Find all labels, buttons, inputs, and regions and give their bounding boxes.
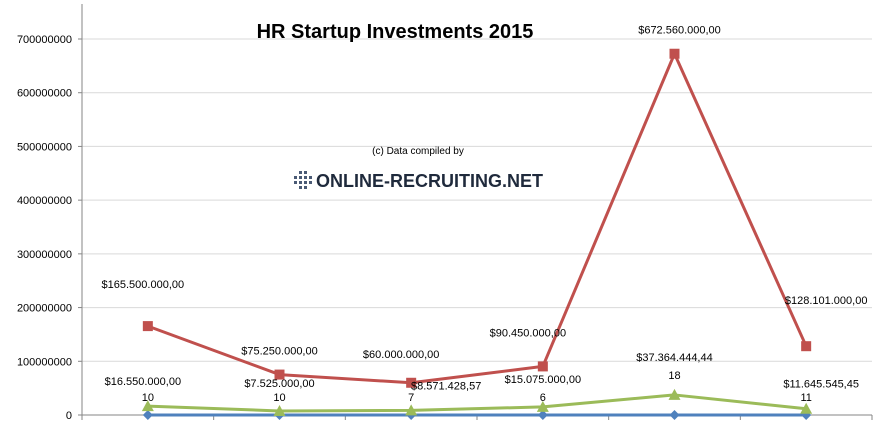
count-data-label: 7 <box>408 392 414 404</box>
count-data-label: 10 <box>273 392 285 404</box>
gridlines <box>82 38 872 362</box>
total-series <box>142 48 812 388</box>
average-data-label: $16.550.000,00 <box>105 376 181 388</box>
logo-dot <box>294 181 297 184</box>
data-point <box>800 402 813 414</box>
y-tick-label: 200000000 <box>17 303 72 315</box>
total-data-label: $75.250.000,00 <box>241 346 317 358</box>
count-data-label: 18 <box>668 370 680 382</box>
logo-dot <box>304 186 307 189</box>
average-data-label: $8.571.428,57 <box>411 380 481 392</box>
data-point <box>668 388 681 400</box>
average-series <box>141 388 813 416</box>
total-data-label: $60.000.000,00 <box>363 349 439 361</box>
data-point <box>142 321 153 332</box>
count-data-label: 11 <box>800 392 811 404</box>
logo-text: ONLINE-RECRUITING.NET <box>316 171 543 191</box>
count-data-label: 10 <box>142 392 154 404</box>
y-tick-label: 600000000 <box>17 88 72 100</box>
logo-dot <box>304 176 307 179</box>
total-series-line <box>147 52 808 385</box>
logo-dot-grid-icon <box>294 171 312 189</box>
data-point <box>536 400 549 412</box>
logo-dot <box>294 176 297 179</box>
count-data-label: 6 <box>540 392 546 404</box>
logo-dot <box>299 186 302 189</box>
data-point <box>669 48 680 59</box>
logo-dot <box>309 181 312 184</box>
y-tick-label: 300000000 <box>17 249 72 261</box>
data-point <box>406 377 417 388</box>
average-data-label: $37.364.444,44 <box>636 352 712 364</box>
data-point <box>801 341 812 352</box>
logo-dot <box>299 171 302 174</box>
data-point <box>142 410 153 420</box>
logo-dot <box>299 176 302 179</box>
logo-dot <box>304 181 307 184</box>
data-point <box>537 410 548 420</box>
average-data-label: $15.075.000,00 <box>505 374 581 386</box>
average-data-label: $11.645.545,45 <box>783 379 859 391</box>
y-tick-label: 100000000 <box>17 356 72 368</box>
credit-text: (c) Data compiled by <box>372 146 464 157</box>
data-point <box>405 404 418 416</box>
data-point <box>537 361 548 372</box>
average-series-line <box>147 393 807 413</box>
total-data-label: $128.101.000,00 <box>785 295 868 307</box>
average-data-label: $7.525.000,00 <box>244 378 314 390</box>
data-point <box>669 410 680 420</box>
y-tick-label: 0 <box>66 410 72 421</box>
total-data-label: $672.560.000,00 <box>638 25 721 37</box>
chart-title: HR Startup Investments 2015 <box>257 21 534 43</box>
logo-dot <box>304 171 307 174</box>
y-tick-label: 500000000 <box>17 141 72 153</box>
logo-dot <box>299 181 302 184</box>
online-recruiting-logo: ONLINE-RECRUITING.NET <box>294 171 543 191</box>
y-axis-tick-labels: 0 100000000 200000000 300000000 400000000 500… <box>17 34 82 421</box>
total-data-label: $165.500.000,00 <box>102 279 185 291</box>
total-data-label: $90.450.000,00 <box>490 327 566 339</box>
data-point <box>274 369 285 380</box>
y-tick-label: 400000000 <box>17 195 72 207</box>
data-label-layer: $165.500.000,00 $75.250.000,00 $60.000.000… <box>102 25 868 404</box>
logo-dot <box>309 176 312 179</box>
data-point <box>141 400 154 412</box>
data-point <box>273 404 286 416</box>
series-layer <box>141 48 813 420</box>
y-tick-label: 700000000 <box>17 34 72 46</box>
